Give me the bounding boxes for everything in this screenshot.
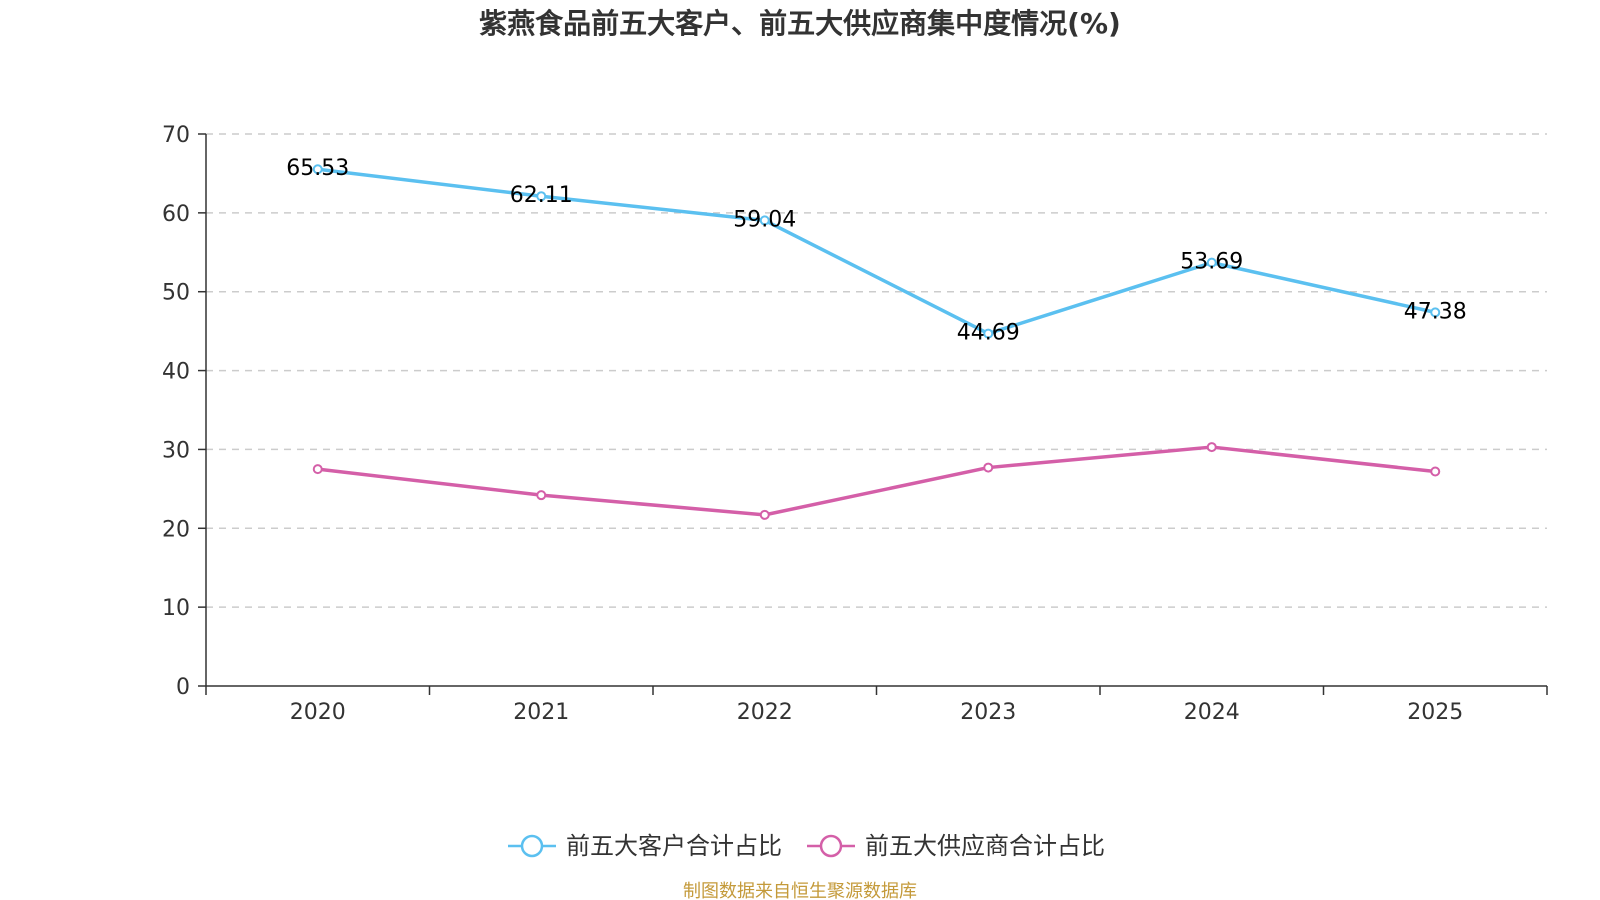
data-point[interactable] (1430, 307, 1441, 318)
data-point[interactable] (1206, 257, 1217, 268)
y-ticks: 0 10 20 30 40 50 60 70 (162, 123, 206, 700)
legend[interactable]: 前五大客户合计占比 前五大供应商合计占比 (508, 832, 1105, 860)
data-label: 47.38 (1404, 299, 1467, 324)
data-label: 59.04 (733, 207, 796, 232)
x-tick-label: 2022 (737, 700, 793, 725)
x-ticks: 2020 2021 2022 2023 2024 2025 (205, 686, 1548, 725)
x-tick-label: 2020 (290, 700, 346, 725)
source-note: 制图数据来自恒生聚源数据库 (683, 881, 917, 900)
series-line (317, 167, 1436, 336)
data-point[interactable] (983, 328, 994, 339)
data-point[interactable] (312, 464, 323, 475)
data-label: 65.53 (286, 156, 349, 181)
data-label: 44.69 (957, 321, 1020, 346)
series-line (317, 445, 1436, 517)
y-tick-label: 30 (162, 438, 190, 463)
y-tick-label: 0 (176, 675, 190, 700)
legend-item-1[interactable]: 前五大客户合计占比 (508, 832, 782, 860)
y-tick-label: 50 (162, 281, 190, 306)
x-tick-label: 2024 (1184, 700, 1240, 725)
series-group: 65.53 62.11 59.04 44.69 53.69 47.38 (286, 156, 1467, 520)
axes (205, 134, 1547, 687)
legend-label: 前五大供应商合计占比 (865, 832, 1105, 860)
chart-title: 紫燕食品前五大客户、前五大供应商集中度情况(%) (479, 7, 1121, 40)
data-point[interactable] (759, 215, 770, 226)
legend-marker (819, 834, 843, 858)
data-point[interactable] (1206, 442, 1217, 453)
data-label: 53.69 (1180, 250, 1243, 275)
data-label: 62.11 (510, 183, 573, 208)
legend-item-2[interactable]: 前五大供应商合计占比 (807, 832, 1105, 860)
y-tick-label: 40 (162, 360, 190, 385)
legend-label: 前五大客户合计占比 (566, 832, 782, 860)
legend-marker (520, 834, 544, 858)
series-2 (312, 442, 1441, 520)
x-tick-label: 2023 (960, 700, 1016, 725)
y-tick-label: 20 (162, 517, 190, 542)
data-point[interactable] (1430, 466, 1441, 477)
x-tick-label: 2025 (1407, 700, 1463, 725)
data-point[interactable] (312, 164, 323, 175)
data-point[interactable] (536, 191, 547, 202)
data-point[interactable] (983, 462, 994, 473)
series-1: 65.53 62.11 59.04 44.69 53.69 47.38 (286, 156, 1466, 345)
y-tick-label: 60 (162, 202, 190, 227)
y-tick-label: 70 (162, 123, 190, 148)
data-point[interactable] (536, 490, 547, 501)
y-tick-label: 10 (162, 596, 190, 621)
grid-lines (206, 133, 1547, 608)
x-tick-label: 2021 (513, 700, 569, 725)
data-point[interactable] (759, 509, 770, 520)
